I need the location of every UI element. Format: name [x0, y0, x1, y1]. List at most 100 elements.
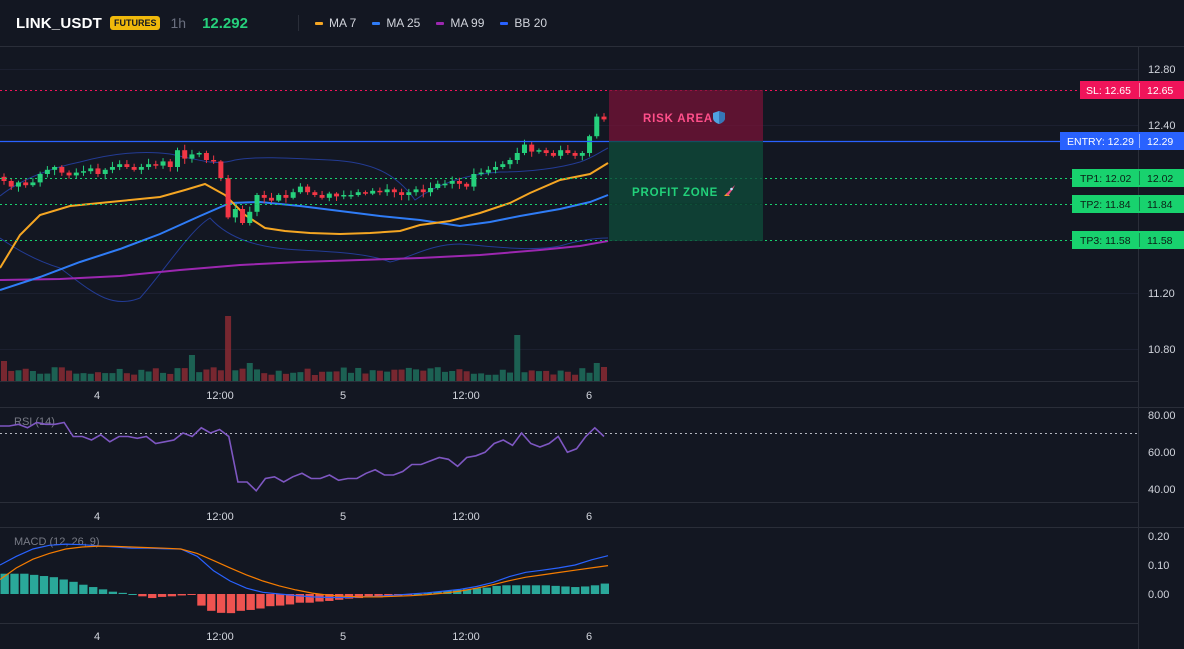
candle-body[interactable]	[268, 197, 274, 201]
candle-body[interactable]	[95, 168, 101, 174]
symbol-label[interactable]: LINK_USDT	[16, 14, 102, 32]
candle-body[interactable]	[355, 192, 361, 195]
tp1-tag[interactable]: TP1: 12.02 12.02	[1072, 169, 1184, 187]
candle-body[interactable]	[435, 183, 441, 188]
entry-tag[interactable]: ENTRY: 12.29 12.29	[1060, 132, 1184, 150]
candle-body[interactable]	[52, 167, 58, 170]
candle-body[interactable]	[326, 193, 332, 198]
candle-body[interactable]	[312, 192, 318, 195]
candle-body[interactable]	[442, 183, 448, 186]
candle-body[interactable]	[587, 136, 593, 153]
candle-body[interactable]	[290, 192, 296, 198]
candle-body[interactable]	[391, 189, 397, 193]
candle-body[interactable]	[406, 192, 412, 195]
legend-ma25[interactable]: MA 25	[372, 16, 420, 30]
candle-body[interactable]	[261, 195, 267, 198]
candle-body[interactable]	[167, 161, 173, 167]
candle-body[interactable]	[182, 150, 188, 159]
candle-body[interactable]	[66, 172, 72, 176]
candle-body[interactable]	[500, 164, 506, 167]
candle-body[interactable]	[536, 150, 542, 152]
candle-body[interactable]	[428, 188, 434, 193]
legend-bb20[interactable]: BB 20	[500, 16, 547, 30]
candle-body[interactable]	[565, 150, 571, 153]
candle-body[interactable]	[23, 182, 29, 186]
candle-body[interactable]	[30, 182, 36, 186]
candle-body[interactable]	[478, 172, 484, 175]
candle-body[interactable]	[297, 186, 303, 193]
candle-body[interactable]	[225, 178, 231, 218]
candle-body[interactable]	[485, 169, 491, 173]
candle-body[interactable]	[464, 183, 470, 187]
candle-body[interactable]	[362, 192, 368, 194]
candle-body[interactable]	[117, 164, 123, 167]
macd-hist-bar	[138, 594, 147, 597]
profit-zone[interactable]	[609, 141, 763, 241]
candle-body[interactable]	[254, 195, 260, 212]
candle-body[interactable]	[44, 169, 50, 174]
candle-body[interactable]	[449, 181, 455, 184]
legend-ma99[interactable]: MA 99	[436, 16, 484, 30]
candle-body[interactable]	[572, 153, 578, 156]
candle-body[interactable]	[138, 167, 144, 170]
candle-body[interactable]	[189, 154, 195, 159]
candle-body[interactable]	[305, 186, 311, 193]
candle-body[interactable]	[73, 172, 79, 176]
candle-body[interactable]	[521, 144, 527, 153]
candle-body[interactable]	[160, 161, 166, 166]
candle-body[interactable]	[283, 195, 289, 198]
candle-body[interactable]	[456, 181, 462, 184]
candle-body[interactable]	[174, 150, 180, 167]
candle-body[interactable]	[131, 167, 137, 170]
candle-body[interactable]	[276, 195, 282, 201]
candle-body[interactable]	[124, 164, 130, 167]
legend-ma7[interactable]: MA 7	[314, 16, 356, 30]
candle-body[interactable]	[15, 182, 21, 187]
candle-body[interactable]	[59, 167, 65, 173]
candle-body[interactable]	[348, 195, 354, 197]
candle-body[interactable]	[247, 211, 253, 223]
candle-body[interactable]	[370, 190, 376, 194]
tp3-tag[interactable]: TP3: 11.58 11.58	[1072, 231, 1184, 249]
risk-area-zone[interactable]	[609, 90, 763, 141]
candle-body[interactable]	[203, 153, 209, 160]
candle-body[interactable]	[384, 189, 390, 193]
candle-body[interactable]	[102, 169, 108, 174]
candle-body[interactable]	[529, 144, 535, 152]
tp2-tag[interactable]: TP2: 11.84 11.84	[1072, 195, 1184, 213]
candle-body[interactable]	[579, 153, 585, 156]
candle-body[interactable]	[8, 181, 14, 187]
candle-body[interactable]	[1, 176, 7, 181]
candle-body[interactable]	[153, 164, 159, 166]
candle-body[interactable]	[420, 189, 426, 193]
candle-body[interactable]	[146, 164, 152, 167]
candle-body[interactable]	[319, 195, 325, 198]
candle-body[interactable]	[514, 153, 520, 160]
candle-body[interactable]	[377, 190, 383, 193]
candle-body[interactable]	[334, 193, 340, 197]
sl-tag[interactable]: SL: 12.65 12.65	[1080, 81, 1184, 99]
candle-body[interactable]	[218, 161, 224, 179]
price-tick: 12.40	[1148, 120, 1176, 132]
macd-signal-line	[0, 545, 609, 598]
candle-body[interactable]	[88, 168, 94, 172]
candle-body[interactable]	[543, 150, 549, 153]
candle-body[interactable]	[341, 195, 347, 197]
candle-body[interactable]	[109, 167, 115, 170]
candle-body[interactable]	[413, 189, 419, 193]
candle-body[interactable]	[507, 160, 513, 165]
candle-body[interactable]	[399, 192, 405, 195]
candle-body[interactable]	[471, 174, 477, 187]
candle-body[interactable]	[196, 153, 202, 155]
candle-body[interactable]	[601, 116, 607, 120]
candle-body[interactable]	[550, 153, 556, 156]
candle-body[interactable]	[211, 160, 217, 162]
candle-body[interactable]	[558, 150, 564, 156]
candle-body[interactable]	[594, 116, 600, 137]
candle-body[interactable]	[493, 167, 499, 170]
candle-body[interactable]	[81, 171, 87, 173]
candle-body[interactable]	[240, 209, 246, 223]
candle-body[interactable]	[232, 209, 238, 218]
timeframe-label[interactable]: 1h	[170, 15, 187, 31]
